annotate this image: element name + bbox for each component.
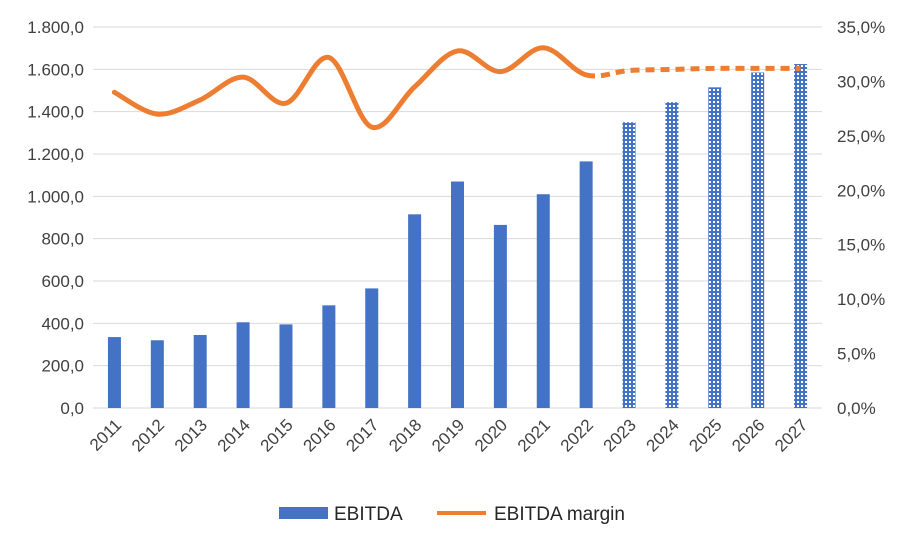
bar-ebitda-forecast	[751, 72, 765, 408]
left-axis-tick-label: 1.600,0	[27, 60, 84, 79]
margin-line	[111, 45, 801, 130]
right-axis-tick-label: 35,0%	[837, 18, 885, 37]
right-axis-tick-label: 5,0%	[837, 345, 876, 364]
bar-ebitda	[150, 340, 164, 408]
x-axis-tick-label: 2018	[385, 415, 425, 455]
left-axis-tick-label: 0,0	[60, 399, 84, 418]
legend-label-ebitda: EBITDA	[334, 504, 403, 525]
bar-ebitda-forecast	[622, 122, 636, 408]
left-axis-tick-label: 800,0	[41, 230, 84, 249]
legend-label-margin: EBITDA margin	[494, 504, 625, 525]
x-axis-tick-label: 2012	[128, 415, 168, 455]
left-axis-tick-label: 1.000,0	[27, 187, 84, 206]
legend-swatch-ebitda	[279, 507, 328, 519]
x-axis-tick-label: 2011	[86, 415, 125, 454]
bar-ebitda	[279, 324, 293, 408]
bar-ebitda-forecast	[708, 87, 722, 408]
left-axis-tick-label: 600,0	[41, 272, 84, 291]
left-axis-ticks: 0,0 200,0 400,0 600,0 800,0 1.000,0 1.200,0 1.4…	[27, 18, 84, 418]
x-axis-tick-label: 2024	[643, 415, 683, 455]
x-axis-tick-label: 2015	[257, 415, 297, 455]
x-axis-tick-label: 2016	[299, 415, 339, 455]
x-axis-tick-label: 2013	[171, 415, 211, 455]
right-axis-ticks: 0,0% 5,0% 10,0% 15,0% 20,0% 25,0% 30,0% 35,0%	[837, 18, 885, 418]
bar-ebitda	[579, 161, 593, 408]
bar-ebitda	[193, 334, 207, 408]
left-axis-tick-label: 1.200,0	[27, 145, 84, 164]
bar-ebitda	[365, 288, 379, 408]
right-axis-tick-label: 0,0%	[837, 399, 876, 418]
x-axis-tick-label: 2025	[685, 415, 725, 455]
bar-ebitda-forecast	[665, 102, 679, 409]
x-axis-tick-label: 2027	[771, 415, 811, 455]
x-axis-tick-label: 2020	[471, 415, 511, 455]
bar-ebitda	[107, 337, 121, 408]
x-axis-tick-label: 2017	[342, 415, 382, 455]
margin-line-forecast	[585, 65, 801, 79]
left-axis-tick-label: 200,0	[41, 357, 84, 376]
x-axis-tick-label: 2026	[728, 415, 768, 455]
right-axis-tick-label: 10,0%	[837, 290, 885, 309]
right-axis-tick-label: 25,0%	[837, 127, 885, 146]
ebitda-bars	[107, 64, 808, 409]
legend: EBITDA EBITDA margin	[279, 504, 625, 525]
margin-line-actual	[111, 45, 589, 130]
bar-ebitda-forecast	[794, 64, 808, 409]
left-axis-tick-label: 1.400,0	[27, 103, 84, 122]
x-axis-tick-label: 2019	[428, 415, 468, 455]
bar-ebitda	[236, 322, 250, 408]
bar-ebitda	[493, 224, 507, 408]
bar-ebitda	[451, 181, 464, 408]
x-axis-tick-label: 2021	[514, 415, 554, 455]
x-axis-tick-label: 2014	[214, 415, 254, 455]
x-axis-tick-label: 2023	[600, 415, 640, 455]
x-axis-ticks: 2011 2012 2013 2014 2015 2016 2017 2018 2019 2020…	[86, 415, 811, 455]
left-axis-tick-label: 400,0	[41, 314, 84, 333]
left-axis-tick-label: 1.800,0	[27, 18, 84, 37]
bar-ebitda	[322, 305, 336, 408]
right-axis-tick-label: 30,0%	[837, 72, 885, 91]
x-axis-tick-label: 2022	[557, 415, 597, 455]
bar-ebitda	[536, 194, 550, 408]
right-axis-tick-label: 15,0%	[837, 236, 885, 255]
right-axis-tick-label: 20,0%	[837, 181, 885, 200]
bar-ebitda	[408, 214, 422, 408]
